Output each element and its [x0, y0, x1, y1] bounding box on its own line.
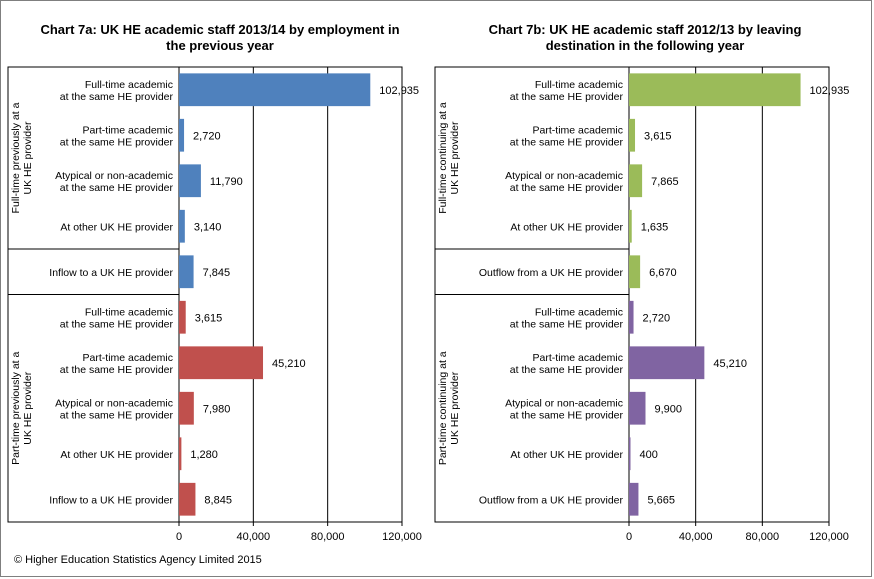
chart-7b-title: Chart 7b: UK HE academic staff 2012/13 b… [488, 22, 802, 53]
chart-7a-bar [179, 73, 371, 107]
chart-7a-bar [179, 255, 194, 289]
chart-7b-x-tick-label: 80,000 [746, 531, 780, 543]
chart-7b-bar [629, 482, 639, 516]
chart-7a-bar [179, 300, 186, 334]
chart-7b-category-label: Outflow from a UK HE provider [479, 267, 624, 279]
chart-7b-bar [629, 346, 705, 380]
chart-7b-bar [629, 300, 634, 334]
chart-7a-value-label: 7,845 [203, 267, 231, 279]
chart-7b-category-label: at the same HE provider [510, 409, 624, 421]
chart-7b-x-tick-label: 120,000 [809, 531, 849, 543]
chart-7a-value-label: 102,935 [379, 85, 419, 97]
chart-7a-category-label: at the same HE provider [60, 364, 174, 376]
chart-7a-group-label: Full-time previously at a [10, 102, 22, 213]
chart-7b-value-label: 9,900 [655, 403, 683, 415]
chart-7a-category-label: Full-time academic [85, 79, 173, 91]
chart-7a-bar [179, 118, 185, 152]
chart-7b-value-label: 102,935 [810, 85, 850, 97]
chart-7a-category-label: at the same HE provider [60, 91, 174, 103]
chart-7a-bar [179, 346, 264, 380]
chart-7b-bar [629, 209, 632, 243]
chart-7b-value-label: 3,615 [644, 130, 672, 142]
chart-7a-category-label: at the same HE provider [60, 182, 174, 194]
chart-7b-bar [629, 437, 631, 471]
chart-7b-category-label: at the same HE provider [510, 318, 624, 330]
chart-7a-category-label: Atypical or non-academic [55, 397, 173, 409]
chart-7b-group-label: Part-time continuing at a [437, 351, 449, 465]
chart-7b-category-label: Atypical or non-academic [505, 397, 623, 409]
chart-7a-title: Chart 7a: UK HE academic staff 2013/14 b… [40, 22, 400, 53]
chart-7a-category-label: at the same HE provider [60, 318, 174, 330]
chart-7a-category-label: At other UK HE provider [60, 221, 173, 233]
chart-7a-value-label: 3,615 [195, 312, 223, 324]
chart-7b-category-label: At other UK HE provider [510, 221, 623, 233]
chart-7a-value-label: 11,790 [210, 176, 243, 188]
chart-7b-bar [629, 391, 646, 425]
chart-7a-bar [179, 164, 201, 198]
chart-7a-group-label: Part-time previously at a [10, 351, 22, 464]
chart-7b-category-label: Part-time academic [533, 124, 623, 136]
chart-7b-category-label: Full-time academic [535, 306, 623, 318]
chart-7b-group-label: UK HE provider [449, 371, 461, 444]
chart-7b-bar [629, 164, 643, 198]
chart-7b-category-label: Full-time academic [535, 79, 623, 91]
chart-7b-bar [629, 255, 641, 289]
chart-7b-category-label: at the same HE provider [510, 91, 624, 103]
chart-7a-category-label: Part-time academic [83, 352, 173, 364]
chart-7b-bar [629, 118, 636, 152]
chart-7a-x-tick-label: 40,000 [237, 531, 271, 543]
chart-7a-x-tick-label: 80,000 [311, 531, 345, 543]
chart-7a-category-label: Inflow to a UK HE provider [49, 494, 173, 506]
chart-7a-category-label: Part-time academic [83, 124, 173, 136]
chart-7a-value-label: 2,720 [193, 130, 221, 142]
chart-7b-group-label: UK HE provider [449, 121, 461, 194]
chart-7b-bar [629, 73, 801, 107]
chart-7a-category-label: At other UK HE provider [60, 449, 173, 461]
chart-7a-value-label: 8,845 [204, 494, 232, 506]
chart-7b-value-label: 5,665 [647, 494, 675, 506]
chart-7a-category-label: Inflow to a UK HE provider [49, 267, 173, 279]
chart-7b-category-label: Outflow from a UK HE provider [479, 494, 624, 506]
copyright-footer: © Higher Education Statistics Agency Lim… [14, 554, 262, 566]
chart-7a-value-label: 45,210 [272, 358, 306, 370]
chart-7b-category-label: at the same HE provider [510, 136, 624, 148]
chart-7a-bar [179, 437, 182, 471]
chart-7b-category-label: at the same HE provider [510, 182, 624, 194]
chart-7a-group-label: UK HE provider [22, 121, 34, 194]
chart-7a-category-label: at the same HE provider [60, 409, 174, 421]
chart-7a-group-label: UK HE provider [22, 371, 34, 444]
chart-7a-category-label: at the same HE provider [60, 136, 174, 148]
chart-7b-category-label: at the same HE provider [510, 364, 624, 376]
chart-7b-x-tick-label: 40,000 [679, 531, 713, 543]
chart-7b-value-label: 400 [640, 449, 658, 461]
chart-7a-value-label: 3,140 [194, 221, 222, 233]
chart-7b-group-label: Full-time continuing at a [437, 102, 449, 214]
chart-7a-category-label: Atypical or non-academic [55, 170, 173, 182]
chart-7b-value-label: 1,635 [641, 221, 669, 233]
chart-7a-bar [179, 209, 185, 243]
chart-7a-value-label: 7,980 [203, 403, 231, 415]
chart-7a-x-tick-label: 120,000 [382, 531, 422, 543]
chart-7a-value-label: 1,280 [190, 449, 218, 461]
chart-7b-category-label: Part-time academic [533, 352, 623, 364]
chart-7a-x-tick-label: 0 [176, 531, 182, 543]
chart-7b-category-label: Atypical or non-academic [505, 170, 623, 182]
chart-7b-x-tick-label: 0 [626, 531, 632, 543]
chart-7a-bar [179, 391, 194, 425]
chart-7b-value-label: 2,720 [643, 312, 671, 324]
chart-7a-bar [179, 482, 196, 516]
chart-7b-category-label: At other UK HE provider [510, 449, 623, 461]
chart-7a-category-label: Full-time academic [85, 306, 173, 318]
chart-7b-value-label: 45,210 [713, 358, 747, 370]
chart-7b-value-label: 6,670 [649, 267, 677, 279]
chart-7b-value-label: 7,865 [651, 176, 679, 188]
